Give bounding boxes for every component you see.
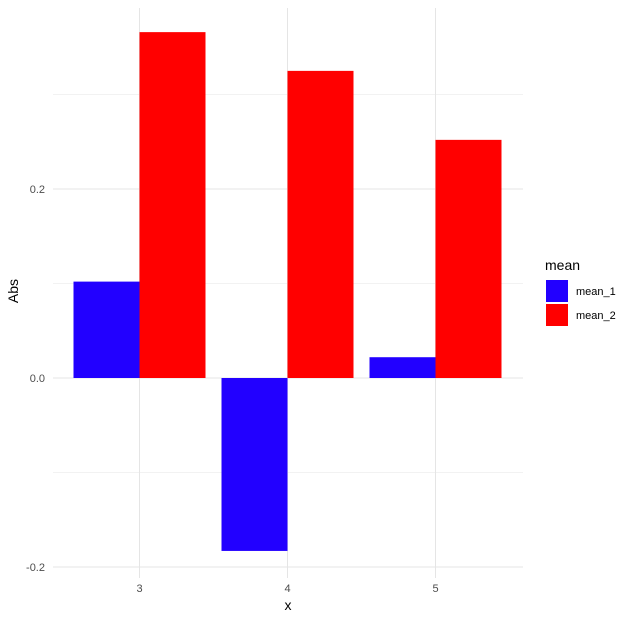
legend: mean mean_1 mean_2: [545, 257, 616, 326]
legend-label-mean-1: mean_1: [576, 286, 616, 298]
x-axis-title: x: [285, 597, 292, 613]
bar-mean-1-x5: [369, 357, 436, 378]
x-tick-label: 3: [136, 583, 142, 595]
x-tick-label: 5: [432, 583, 438, 595]
legend-swatch-mean-2: [546, 304, 568, 326]
legend-label-mean-2: mean_2: [576, 310, 616, 322]
x-tick-label: 4: [284, 583, 290, 595]
bar-mean-2-x3: [139, 32, 206, 378]
legend-title: mean: [545, 257, 580, 273]
bars: [73, 32, 502, 551]
bar-mean-1-x3: [73, 281, 140, 378]
y-tick-label: -0.2: [26, 562, 45, 574]
x-tick-labels: 3 4 5: [136, 583, 438, 595]
bar-mean-2-x5: [435, 139, 502, 378]
bar-mean-2-x4: [287, 70, 354, 378]
y-tick-labels: -0.2 0.0 0.2: [26, 184, 45, 574]
y-tick-label: 0.2: [30, 184, 45, 196]
y-axis-title: Abs: [5, 279, 21, 303]
bar-mean-1-x4: [221, 378, 288, 551]
y-tick-label: 0.0: [30, 373, 45, 385]
legend-swatch-mean-1: [546, 280, 568, 302]
